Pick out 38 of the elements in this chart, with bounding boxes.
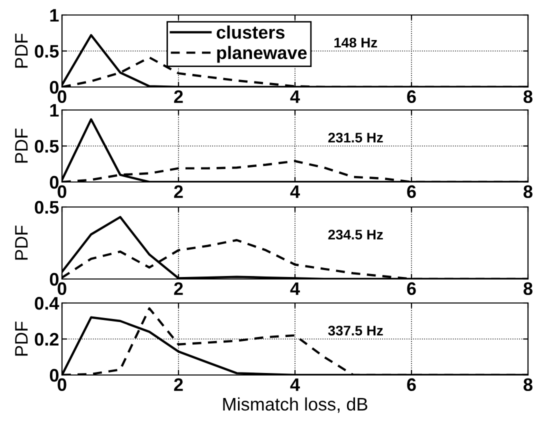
x-tick-label: 8 <box>524 185 532 198</box>
y-tick-label: 0 <box>50 272 58 286</box>
y-tick-label: 1 <box>50 9 59 22</box>
x-tick-label: 6 <box>407 378 416 392</box>
y-axis-title: PDF <box>15 322 28 356</box>
legend-label: clusters <box>216 25 284 39</box>
x-tick-label: 6 <box>407 185 416 198</box>
annotation: 337.5 Hz <box>328 326 383 336</box>
y-tick-label: 0.5 <box>34 200 59 214</box>
x-tick-label: 4 <box>290 282 300 295</box>
x-tick-label: 8 <box>524 282 532 296</box>
y-tick-label: 1 <box>50 104 59 117</box>
x-axis-title: Mismatch loss, dB <box>223 397 368 413</box>
legend-label: planewave <box>217 46 307 63</box>
x-tick-label: 6 <box>407 282 416 296</box>
y-tick-label: 0.5 <box>34 44 59 58</box>
annotation: 234.5 Hz <box>328 230 383 240</box>
y-tick-label: 0 <box>50 368 58 382</box>
x-tick-label: 4 <box>290 185 300 198</box>
y-tick-label: 0.2 <box>34 332 58 346</box>
x-tick-label: 2 <box>174 185 183 198</box>
x-tick-label: 2 <box>174 90 183 103</box>
x-tick-label: 8 <box>524 90 532 104</box>
annotation: 231.5 Hz <box>328 132 383 143</box>
y-tick-label: 0.4 <box>34 296 60 310</box>
x-tick-label: 2 <box>174 282 183 295</box>
y-axis-title: PDF <box>15 34 28 68</box>
y-tick-label: 0 <box>50 176 58 189</box>
y-axis-title: PDF <box>15 226 28 260</box>
y-axis-title: PDF <box>15 128 28 163</box>
x-tick-label: 4 <box>290 90 300 103</box>
x-tick-label: 8 <box>524 378 532 392</box>
x-tick-label: 2 <box>174 378 183 391</box>
x-tick-label: 6 <box>407 90 416 104</box>
annotation: 148 Hz <box>334 38 378 48</box>
y-tick-label: 0.5 <box>34 140 59 153</box>
y-tick-label: 0 <box>50 80 58 94</box>
x-tick-label: 4 <box>290 378 300 391</box>
